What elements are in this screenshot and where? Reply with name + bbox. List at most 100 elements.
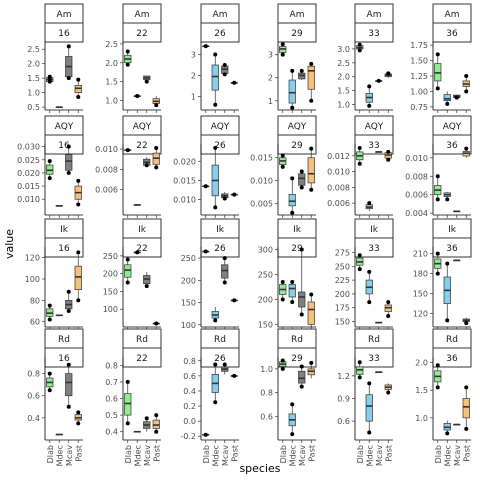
y-tick-label: 1.2	[337, 372, 350, 381]
box-dlab	[434, 52, 442, 91]
y-tick-label: 0.010	[173, 196, 196, 205]
y-tick-label: 120	[25, 254, 40, 263]
box-body	[365, 394, 373, 422]
box-body	[65, 154, 73, 171]
y-tick-label: 2.0	[27, 60, 40, 69]
y-tick-label: 150	[103, 287, 118, 296]
data-point	[47, 159, 52, 164]
data-point	[435, 251, 440, 256]
data-point	[222, 362, 227, 367]
strip-param-label: Ik	[448, 225, 457, 235]
data-point	[213, 205, 218, 210]
strip-temp-label: 29	[291, 141, 303, 151]
data-point	[203, 184, 208, 189]
x-tick-label: Dlab	[202, 445, 211, 463]
data-point	[47, 74, 52, 79]
box-past	[307, 292, 315, 327]
box-body	[124, 264, 132, 278]
box-mcav	[143, 157, 151, 168]
box-past	[230, 373, 238, 378]
box-past	[74, 250, 82, 303]
x-tick-label: Mcav	[453, 445, 462, 466]
box-mdec	[288, 176, 296, 215]
strip-temp-label: 16	[58, 244, 70, 254]
y-tick-label: 300	[258, 246, 273, 255]
strip-temp-label: 26	[214, 29, 226, 39]
data-point	[76, 94, 81, 99]
strip-temp-box	[200, 22, 240, 43]
box-past	[74, 410, 82, 426]
box-body	[152, 419, 160, 429]
y-tick-label: 250	[181, 254, 196, 263]
box-body	[65, 373, 73, 397]
data-point	[357, 253, 362, 258]
data-point	[154, 429, 159, 434]
box-past	[307, 146, 315, 192]
panel-ik-26: Ik 26 100 150 200 250	[181, 218, 240, 330]
y-tick-label: 0.010	[95, 145, 118, 154]
strip-temp-box	[432, 22, 472, 43]
y-tick-label: 1.0	[260, 365, 273, 374]
panel-aqy-36: AQY 36 0.004 0.006 0.008 0.010	[405, 115, 472, 218]
box-past	[152, 413, 160, 434]
box-body	[288, 194, 296, 207]
data-point	[367, 84, 372, 89]
box-body	[74, 265, 82, 291]
y-tick-label: 0.015	[173, 176, 196, 185]
strip-temp-label: 36	[446, 244, 458, 254]
box-body	[307, 157, 315, 184]
y-tick-label: 1.0	[105, 97, 118, 106]
data-point	[280, 358, 285, 363]
data-point	[203, 249, 208, 254]
y-tick-label: 0.2	[183, 402, 196, 411]
y-tick-label: 1.5	[415, 386, 428, 395]
data-point	[154, 413, 159, 418]
data-point	[232, 298, 237, 303]
y-tick-label: 250	[103, 252, 118, 261]
strip-temp-label: 16	[58, 354, 70, 364]
data-point	[203, 432, 208, 437]
y-tick-label: 0.008	[95, 165, 118, 174]
y-tick-label: 0.008	[405, 172, 428, 181]
box-past	[152, 146, 160, 170]
y-tick-label: 0.4	[183, 387, 196, 396]
strip-param-label: Rd	[58, 335, 70, 345]
strip-temp-label: 22	[136, 29, 147, 39]
x-tick-label: Dlab	[46, 445, 55, 463]
data-point	[66, 170, 71, 175]
data-point	[76, 178, 81, 183]
panel-am-16: Am 16 0.5 1.0 1.5 2.0 2.5	[27, 3, 84, 113]
data-point	[280, 153, 285, 158]
y-tick-label: 150	[335, 317, 350, 326]
x-tick-label: Past	[74, 445, 83, 462]
y-tick-label: 0.015	[250, 154, 273, 163]
y-tick-label: 0.7	[105, 378, 118, 387]
x-tick-label: Mcav	[65, 445, 74, 466]
y-tick-label: 3.0	[337, 45, 350, 54]
data-point	[222, 63, 227, 68]
box-body	[443, 94, 451, 102]
box-mdec	[365, 201, 373, 212]
data-point	[464, 74, 469, 78]
strip-param-label: Ik	[370, 225, 379, 235]
data-point	[66, 309, 71, 313]
data-point	[435, 385, 440, 390]
box-dlab	[356, 360, 364, 380]
strip-temp-label: 22	[136, 354, 147, 364]
box-dlab	[202, 44, 210, 49]
y-tick-label: 0.6	[27, 392, 40, 401]
strip-temp-label: 26	[214, 244, 226, 254]
data-point	[222, 196, 227, 201]
box-mcav	[298, 68, 306, 81]
x-tick-label: Mcav	[143, 445, 152, 466]
data-point	[309, 61, 314, 66]
y-tick-label: 0.6	[337, 417, 350, 426]
panels-layer: Am160.51.01.52.02.5Am221.01.52.02.5Am261…	[17, 3, 472, 466]
y-tick-label: 150	[413, 290, 428, 299]
strip-param-label: AQY	[55, 122, 74, 132]
data-point	[299, 312, 304, 317]
y-tick-label: 0.006	[95, 186, 118, 195]
strip-temp-label: 29	[291, 29, 303, 39]
data-point	[280, 366, 285, 371]
